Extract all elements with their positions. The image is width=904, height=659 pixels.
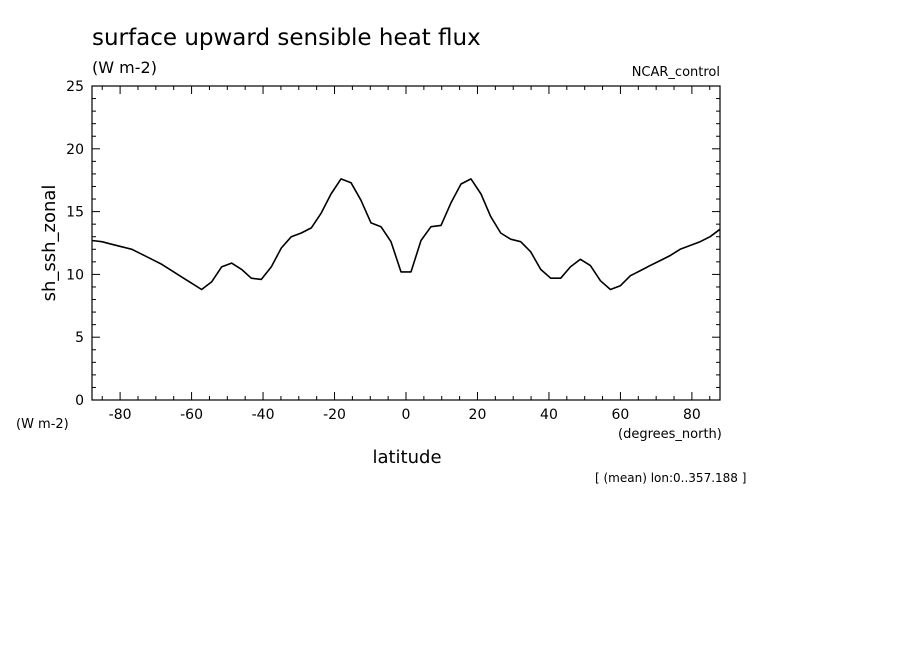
y-tick-label: 25 — [66, 79, 84, 95]
x-tick-label: -40 — [252, 407, 275, 423]
y-axis-units: (W m-2) — [16, 417, 69, 432]
experiment-label: NCAR_control — [632, 65, 720, 80]
tick-marks — [92, 85, 720, 401]
chart-title: surface upward sensible heat flux — [92, 25, 481, 51]
x-axis-title: latitude — [372, 447, 441, 468]
y-tick-labels: 0 5 10 15 20 25 — [66, 79, 84, 409]
x-tick-label: -80 — [109, 407, 132, 423]
x-tick-label: 60 — [612, 407, 630, 423]
x-tick-label: 20 — [469, 407, 487, 423]
x-tick-label: -60 — [180, 407, 203, 423]
y-tick-label: 10 — [66, 267, 84, 283]
chart-units: (W m-2) — [92, 58, 157, 77]
y-tick-label: 20 — [66, 142, 84, 158]
y-tick-label: 5 — [75, 330, 84, 346]
x-tick-labels: -80 -60 -40 -20 0 20 40 60 80 — [109, 407, 701, 423]
x-axis-units: (degrees_north) — [618, 427, 722, 442]
x-tick-label: -20 — [323, 407, 346, 423]
x-tick-label: 80 — [683, 407, 701, 423]
x-tick-label: 0 — [402, 407, 411, 423]
plot-frame — [91, 85, 721, 401]
series-layer — [91, 178, 721, 291]
x-tick-label: 40 — [540, 407, 558, 423]
averaging-note: [ (mean) lon:0..357.188 ] — [595, 471, 746, 485]
y-tick-label: 15 — [66, 205, 84, 221]
series-line — [91, 178, 721, 291]
y-tick-label: 0 — [75, 393, 84, 409]
plot-border — [91, 85, 721, 401]
y-axis-title: sh_ssh_zonal — [39, 185, 60, 302]
